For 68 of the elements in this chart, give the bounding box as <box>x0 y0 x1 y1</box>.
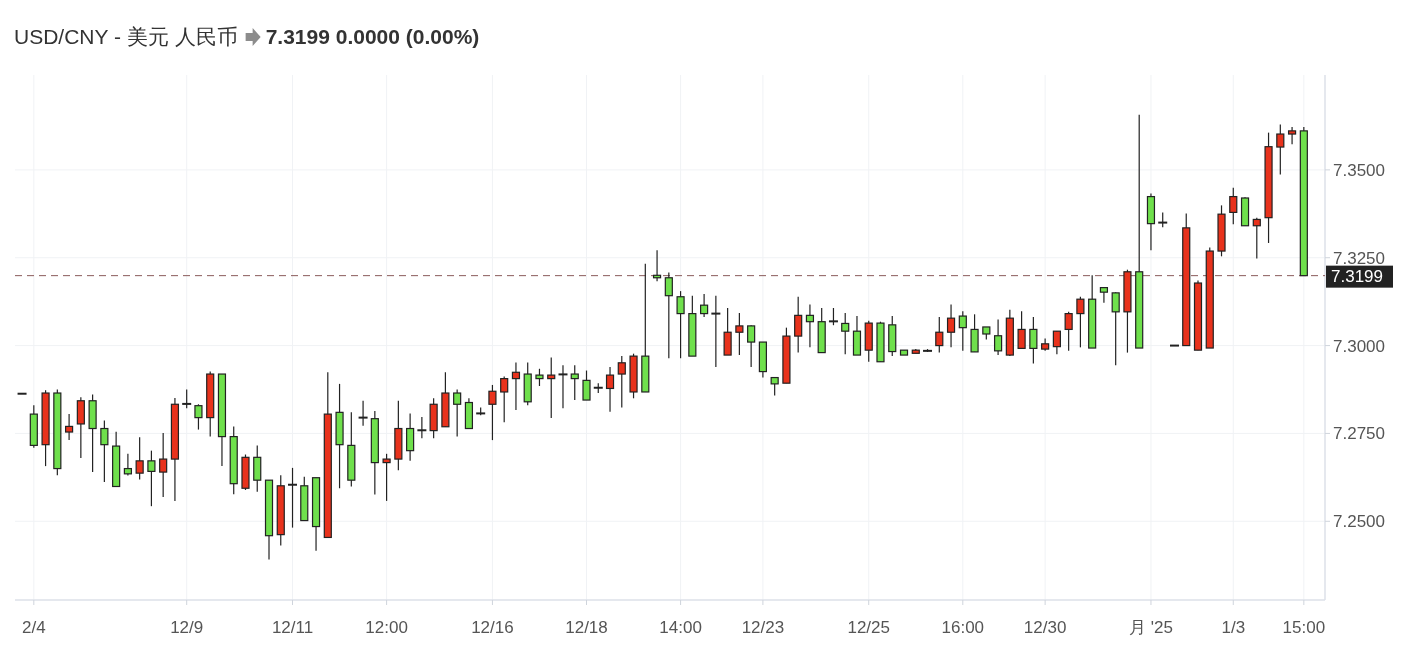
candlestick <box>194 403 203 431</box>
candlestick <box>676 290 685 359</box>
candlestick <box>747 324 756 368</box>
chart-title: USD/CNY - 美元 人民币 <box>14 25 238 48</box>
x-tick-label: 14:00 <box>659 618 702 637</box>
candlestick <box>993 318 1003 356</box>
candlestick <box>1017 310 1026 349</box>
candlestick <box>723 307 732 356</box>
candlestick <box>123 453 132 477</box>
candlestick <box>1052 330 1061 355</box>
candlestick <box>488 384 497 441</box>
candlestick <box>253 444 262 493</box>
candlestick <box>135 436 144 481</box>
candlestick <box>605 366 615 413</box>
candlestick <box>1064 311 1073 352</box>
candlestick <box>852 315 862 356</box>
x-tick-label: 12:00 <box>365 618 408 637</box>
x-tick-label: 1/3 <box>1221 618 1246 637</box>
y-tick-label: 7.3500 <box>1333 160 1385 180</box>
candlestick <box>617 355 626 409</box>
candlestick <box>1276 123 1285 176</box>
candlestick <box>841 312 850 355</box>
candlestick <box>958 310 967 352</box>
candlestick <box>970 313 979 353</box>
candlestick <box>100 419 109 483</box>
x-tick-label: 12/23 <box>741 618 785 637</box>
candlestick <box>664 271 673 359</box>
candlestick <box>1099 287 1109 304</box>
x-tick-label: 12/18 <box>565 618 608 637</box>
candlestick <box>1229 187 1238 225</box>
candlestick <box>1287 126 1297 145</box>
candlestick <box>159 432 168 498</box>
candlestick <box>382 453 391 502</box>
candlestick <box>547 356 556 419</box>
chart-subtitle: 7.3199 0.0000 (0.00%) <box>265 25 480 48</box>
candlestick <box>1111 291 1120 366</box>
y-tick-label: 7.3000 <box>1333 336 1385 356</box>
y-tick-label: 7.3250 <box>1333 248 1385 268</box>
candlestick <box>511 361 521 411</box>
candlestick <box>735 312 744 356</box>
candlestick <box>946 303 956 348</box>
candlestick <box>500 375 509 423</box>
candlestick <box>1252 217 1261 260</box>
x-tick-label: 12/30 <box>1023 618 1067 637</box>
candlestick <box>570 364 579 401</box>
x-tick-label: 12/25 <box>847 618 891 637</box>
x-tick-label: 16:00 <box>941 618 985 637</box>
candlestick <box>700 293 709 318</box>
candlestick <box>453 388 462 438</box>
ref-line-label: 7.3199 <box>1331 266 1383 286</box>
x-tick-label: 12/9 <box>170 618 204 637</box>
x-tick-label: 12/16 <box>471 618 514 637</box>
candlestick <box>1076 296 1085 348</box>
candlestick <box>582 369 591 401</box>
candlestick <box>1029 316 1038 365</box>
x-tick-label: 月 '25 <box>1129 618 1173 637</box>
y-tick-label: 7.2500 <box>1333 512 1385 532</box>
candlestick <box>76 396 85 459</box>
candlestick <box>805 303 815 348</box>
x-tick-label: 2/4 <box>21 618 46 637</box>
x-tick-label: 12/11 <box>271 618 314 637</box>
candlestick <box>147 450 156 507</box>
candlestick <box>794 296 803 354</box>
y-tick-label: 7.2750 <box>1333 424 1385 444</box>
candlestick <box>64 413 74 441</box>
x-tick-label: 15:00 <box>1282 618 1326 637</box>
candlestick <box>406 412 415 462</box>
candlestick <box>935 316 944 354</box>
